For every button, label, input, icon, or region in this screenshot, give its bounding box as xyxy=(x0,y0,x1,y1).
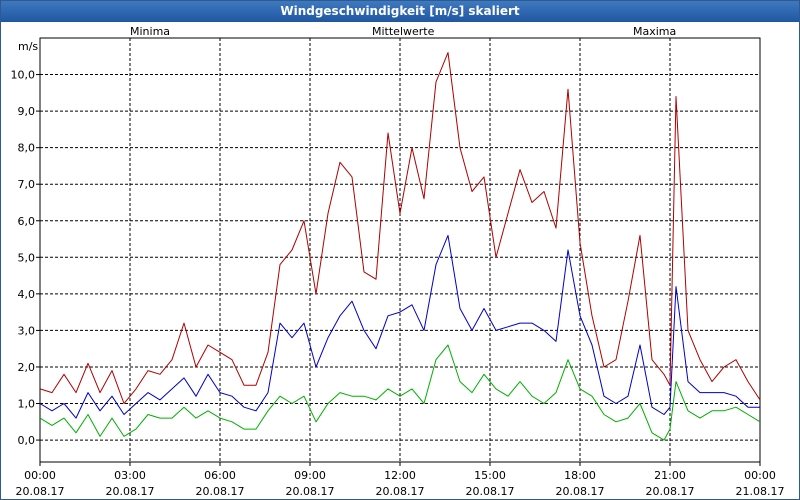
window-title: Windgeschwindigkeit [m/s] skaliert xyxy=(1,1,799,22)
x-tick-date: 20.08.17 xyxy=(286,485,335,498)
data-series xyxy=(39,52,761,441)
x-tick-time: 12:00 xyxy=(384,469,416,482)
series-line-mittelwerte xyxy=(39,234,760,419)
x-tick-date: 20.08.17 xyxy=(376,485,425,498)
y-tick-label: 0,0 xyxy=(18,434,36,447)
x-tick-date: 20.08.17 xyxy=(556,485,605,498)
y-tick-label: 3,0 xyxy=(18,324,36,337)
x-tick-time: 03:00 xyxy=(114,469,146,482)
x-tick-time: 21:00 xyxy=(654,469,686,482)
x-axis-ticks: 00:00 20.08.17 03:00 20.08.17 06:00 20.08.17 0… xyxy=(16,462,785,498)
series-line-maxima xyxy=(39,52,761,404)
legend-minima: Minima xyxy=(130,25,170,38)
y-tick-label: 9,0 xyxy=(18,105,36,118)
x-tick-date: 20.08.17 xyxy=(466,485,515,498)
x-tick-time: 00:00 xyxy=(24,469,56,482)
y-axis-ticks: 0,0 1,0 2,0 3,0 4,0 5,0 6,0 7,0 8,0 9,0 10,0 xyxy=(11,69,40,447)
x-tick-date: 21.08.17 xyxy=(736,485,785,498)
x-tick-time: 06:00 xyxy=(204,469,236,482)
y-tick-label: 5,0 xyxy=(18,251,36,264)
x-tick-date: 20.08.17 xyxy=(196,485,245,498)
y-tick-label: 8,0 xyxy=(18,142,36,155)
grid-lines xyxy=(40,38,760,462)
x-tick-date: 20.08.17 xyxy=(16,485,65,498)
x-tick-date: 20.08.17 xyxy=(106,485,155,498)
y-axis-unit: m/s xyxy=(18,40,38,53)
x-tick-date: 20.08.17 xyxy=(646,485,695,498)
x-tick-time: 09:00 xyxy=(294,469,326,482)
x-tick-time: 00:00 xyxy=(744,469,776,482)
y-tick-label: 7,0 xyxy=(18,178,36,191)
y-tick-label: 10,0 xyxy=(11,69,36,82)
y-tick-label: 1,0 xyxy=(18,398,36,411)
y-tick-label: 2,0 xyxy=(18,361,36,374)
legend-mittelwerte: Mittelwerte xyxy=(372,25,435,38)
y-tick-label: 4,0 xyxy=(18,288,36,301)
series-line-minima xyxy=(39,344,761,441)
y-tick-label: 6,0 xyxy=(18,215,36,228)
legend-maxima: Maxima xyxy=(633,25,676,38)
x-tick-time: 15:00 xyxy=(474,469,506,482)
x-tick-time: 18:00 xyxy=(564,469,596,482)
